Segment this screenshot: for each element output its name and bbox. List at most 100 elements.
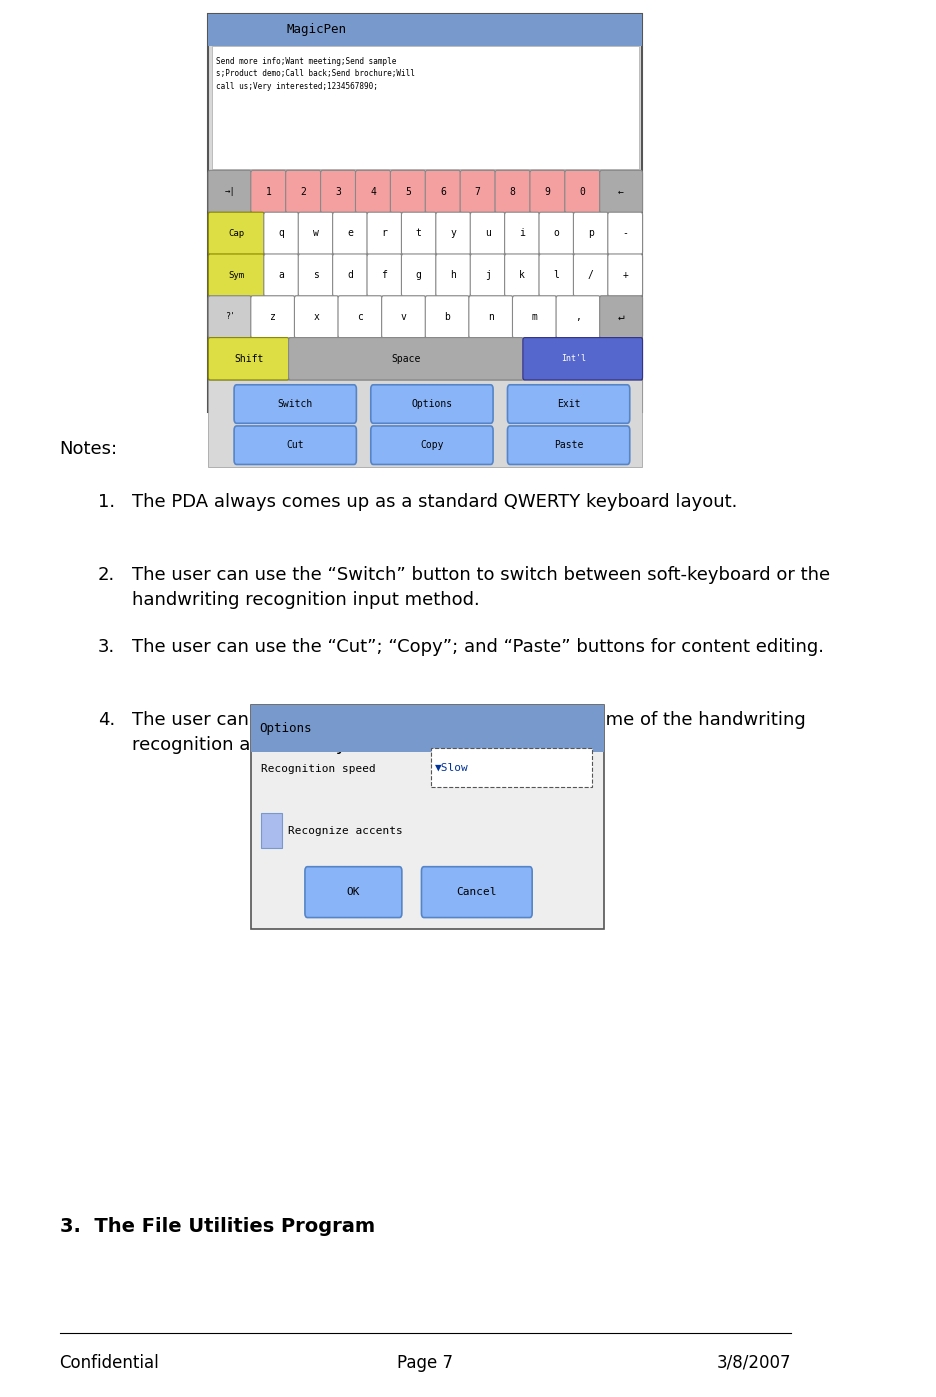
FancyBboxPatch shape (209, 338, 642, 380)
FancyBboxPatch shape (513, 296, 556, 338)
Text: n: n (488, 312, 494, 321)
FancyBboxPatch shape (402, 212, 436, 254)
FancyBboxPatch shape (209, 338, 289, 380)
Text: g: g (416, 270, 422, 281)
FancyBboxPatch shape (469, 296, 513, 338)
FancyBboxPatch shape (338, 296, 382, 338)
FancyBboxPatch shape (539, 212, 574, 254)
Text: ?': ?' (225, 313, 235, 321)
FancyBboxPatch shape (371, 426, 493, 464)
Text: Shift: Shift (234, 353, 263, 363)
Text: s: s (313, 270, 318, 281)
FancyBboxPatch shape (507, 426, 630, 464)
Text: p: p (588, 228, 593, 239)
FancyBboxPatch shape (209, 212, 264, 254)
Text: q: q (278, 228, 285, 239)
FancyBboxPatch shape (295, 296, 339, 338)
FancyBboxPatch shape (402, 254, 436, 296)
FancyBboxPatch shape (209, 170, 251, 212)
FancyBboxPatch shape (251, 705, 604, 753)
Text: f: f (382, 270, 388, 281)
FancyBboxPatch shape (421, 866, 533, 918)
Text: Cancel: Cancel (457, 887, 497, 897)
Text: The user can use the “Cut”; “Copy”; and “Paste” buttons for content editing.: The user can use the “Cut”; “Copy”; and … (132, 638, 824, 657)
Text: o: o (553, 228, 560, 239)
Text: h: h (450, 270, 456, 281)
Text: -: - (622, 228, 628, 239)
FancyBboxPatch shape (505, 254, 539, 296)
FancyBboxPatch shape (209, 14, 642, 412)
Text: 0: 0 (579, 187, 585, 197)
FancyBboxPatch shape (607, 254, 642, 296)
FancyBboxPatch shape (299, 254, 333, 296)
Text: 7: 7 (475, 187, 481, 197)
FancyBboxPatch shape (470, 212, 505, 254)
Text: d: d (347, 270, 353, 281)
Text: →|: →| (225, 187, 235, 196)
FancyBboxPatch shape (209, 296, 642, 338)
FancyBboxPatch shape (367, 254, 402, 296)
FancyBboxPatch shape (209, 254, 264, 296)
Text: t: t (416, 228, 422, 239)
Text: 5: 5 (405, 187, 411, 197)
FancyBboxPatch shape (356, 170, 390, 212)
Text: 4.: 4. (98, 711, 115, 729)
Text: 3/8/2007: 3/8/2007 (717, 1354, 791, 1372)
FancyBboxPatch shape (234, 426, 357, 464)
FancyBboxPatch shape (209, 14, 642, 46)
FancyBboxPatch shape (461, 170, 495, 212)
Text: The user can use “Options” to adjust the response time of the handwriting
recogn: The user can use “Options” to adjust the… (132, 711, 806, 754)
FancyBboxPatch shape (251, 170, 286, 212)
Text: The PDA always comes up as a standard QWERTY keyboard layout.: The PDA always comes up as a standard QW… (132, 493, 738, 511)
Text: b: b (445, 312, 450, 321)
Text: MagicPen: MagicPen (287, 24, 347, 36)
FancyBboxPatch shape (209, 212, 642, 254)
FancyBboxPatch shape (321, 170, 356, 212)
FancyBboxPatch shape (574, 212, 608, 254)
Text: k: k (519, 270, 525, 281)
FancyBboxPatch shape (209, 254, 642, 296)
Text: 4: 4 (370, 187, 376, 197)
FancyBboxPatch shape (431, 747, 592, 787)
FancyBboxPatch shape (574, 254, 608, 296)
Text: 3: 3 (335, 187, 341, 197)
Text: 1.: 1. (98, 493, 115, 511)
FancyBboxPatch shape (332, 254, 367, 296)
FancyBboxPatch shape (507, 384, 630, 423)
Text: y: y (450, 228, 456, 239)
Text: Paste: Paste (554, 440, 583, 450)
FancyBboxPatch shape (523, 338, 642, 380)
FancyBboxPatch shape (505, 212, 539, 254)
FancyBboxPatch shape (495, 170, 531, 212)
FancyBboxPatch shape (470, 254, 505, 296)
FancyBboxPatch shape (556, 296, 600, 338)
FancyBboxPatch shape (251, 705, 604, 929)
FancyBboxPatch shape (305, 866, 402, 918)
FancyBboxPatch shape (564, 170, 600, 212)
Text: 3.: 3. (98, 638, 115, 657)
Text: Space: Space (391, 353, 420, 363)
Text: r: r (382, 228, 388, 239)
Text: a: a (278, 270, 285, 281)
Text: Switch: Switch (278, 400, 313, 409)
FancyBboxPatch shape (539, 254, 574, 296)
Text: ,: , (575, 312, 581, 321)
FancyBboxPatch shape (390, 170, 426, 212)
Text: ←: ← (618, 187, 624, 197)
FancyBboxPatch shape (436, 212, 471, 254)
FancyBboxPatch shape (299, 212, 333, 254)
Text: Page 7: Page 7 (398, 1354, 453, 1372)
Text: /: / (588, 270, 593, 281)
FancyBboxPatch shape (382, 296, 426, 338)
Text: l: l (553, 270, 560, 281)
Text: 1: 1 (266, 187, 271, 197)
FancyBboxPatch shape (288, 338, 523, 380)
FancyBboxPatch shape (264, 254, 299, 296)
FancyBboxPatch shape (530, 170, 565, 212)
Text: 6: 6 (440, 187, 446, 197)
Text: Recognition speed: Recognition speed (261, 764, 376, 774)
FancyBboxPatch shape (209, 170, 642, 212)
Text: Exit: Exit (557, 400, 580, 409)
FancyBboxPatch shape (425, 170, 461, 212)
Text: x: x (314, 312, 319, 321)
